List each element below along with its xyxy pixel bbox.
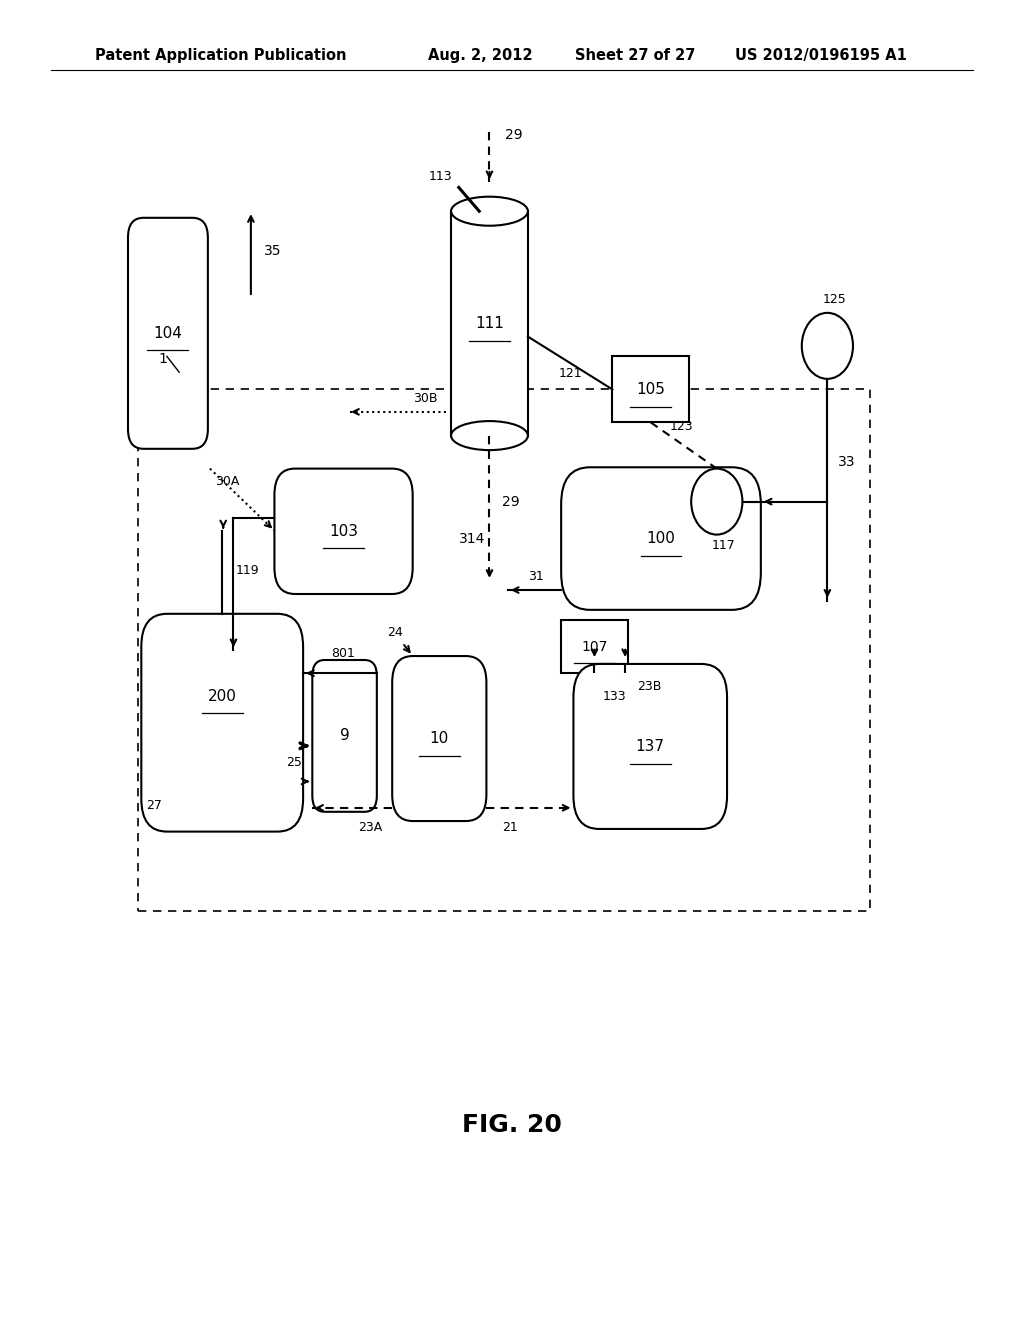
Text: 125: 125 — [822, 293, 846, 306]
Text: 104: 104 — [154, 326, 182, 341]
Text: FIG. 20: FIG. 20 — [462, 1113, 562, 1137]
Text: 103: 103 — [329, 524, 358, 539]
Text: Aug. 2, 2012: Aug. 2, 2012 — [428, 48, 532, 63]
Text: 30A: 30A — [215, 475, 240, 488]
Text: 117: 117 — [712, 539, 735, 552]
FancyBboxPatch shape — [312, 660, 377, 812]
Text: 105: 105 — [636, 381, 666, 397]
Text: 27: 27 — [146, 799, 163, 812]
Text: 801: 801 — [331, 647, 355, 660]
Text: 24: 24 — [387, 626, 402, 639]
Text: 119: 119 — [236, 565, 259, 577]
Ellipse shape — [451, 197, 528, 226]
Text: 29: 29 — [502, 495, 519, 508]
Text: 121: 121 — [558, 367, 582, 380]
Circle shape — [691, 469, 742, 535]
Text: 21: 21 — [502, 821, 517, 834]
Text: 314: 314 — [459, 532, 485, 545]
Text: 31: 31 — [527, 570, 544, 583]
Bar — [612, 356, 689, 422]
Text: 23A: 23A — [357, 821, 382, 834]
Text: 123: 123 — [670, 420, 693, 433]
Bar — [451, 211, 528, 436]
Text: 9: 9 — [340, 729, 349, 743]
Ellipse shape — [451, 421, 528, 450]
Text: 113: 113 — [428, 170, 453, 183]
FancyBboxPatch shape — [274, 469, 413, 594]
Text: 1: 1 — [159, 352, 168, 366]
Circle shape — [802, 313, 853, 379]
FancyBboxPatch shape — [392, 656, 486, 821]
Text: 23B: 23B — [637, 680, 662, 693]
FancyBboxPatch shape — [573, 664, 727, 829]
Text: 111: 111 — [475, 315, 504, 331]
Text: 10: 10 — [430, 731, 449, 746]
Text: Patent Application Publication: Patent Application Publication — [95, 48, 347, 63]
Bar — [561, 620, 628, 673]
FancyBboxPatch shape — [561, 467, 761, 610]
Text: US 2012/0196195 A1: US 2012/0196195 A1 — [735, 48, 907, 63]
FancyBboxPatch shape — [128, 218, 208, 449]
Text: 107: 107 — [582, 640, 607, 653]
Text: 200: 200 — [208, 689, 237, 704]
Text: 100: 100 — [646, 531, 676, 546]
Text: Sheet 27 of 27: Sheet 27 of 27 — [575, 48, 696, 63]
FancyBboxPatch shape — [141, 614, 303, 832]
Text: 33: 33 — [838, 455, 855, 469]
Text: 133: 133 — [602, 690, 627, 704]
Text: 25: 25 — [286, 756, 302, 770]
Text: 137: 137 — [636, 739, 665, 754]
Text: 35: 35 — [264, 244, 282, 257]
Text: 30B: 30B — [413, 392, 437, 405]
Text: 29: 29 — [505, 128, 522, 141]
